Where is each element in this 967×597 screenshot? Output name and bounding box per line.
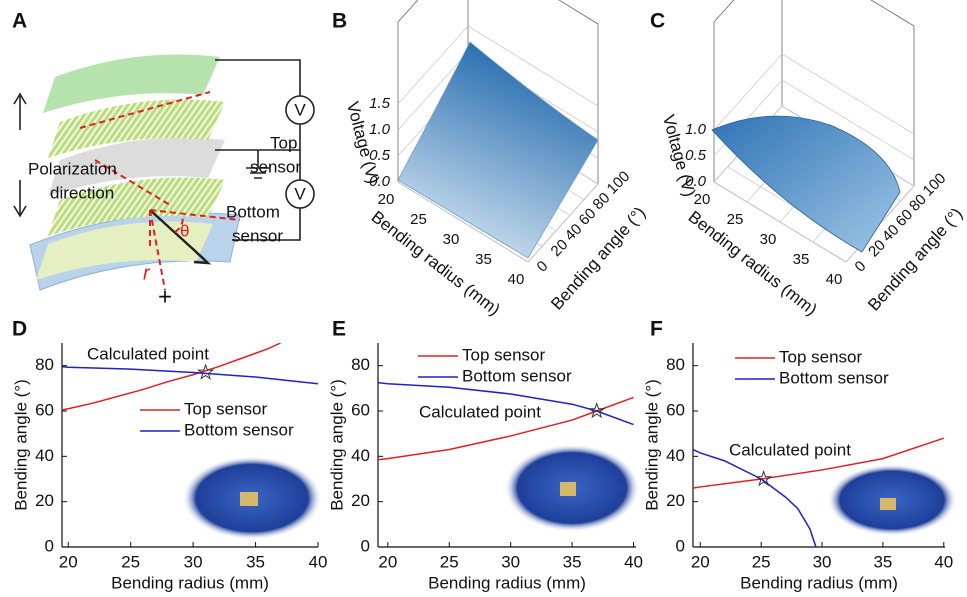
x-tick-label: 30 [184,552,203,571]
panel-label: E [332,318,346,341]
y-axis-label: Bending angle (°) [327,379,346,511]
box-edge [468,0,598,24]
surface-c [712,116,900,252]
y-tick-label: 20 [666,491,685,510]
y-tick-label: 40 [35,446,54,465]
y-tick-label: 0 [852,258,870,276]
y-tick-label: 0 [534,258,552,276]
x-tick-label: 40 [309,552,328,571]
x-tick-label: 25 [121,552,140,571]
legend-label: Bottom sensor [779,368,889,387]
panel-label: D [12,318,27,341]
x-tick-label: 20 [691,552,710,571]
y-tick-label: 20 [35,491,54,510]
legend-label: Bottom sensor [184,420,294,439]
box-edge [714,0,782,22]
sensor-label: sensor [250,157,301,176]
polarization-label: direction [50,183,114,202]
x-tick-label: 20 [59,552,78,571]
y-tick-label: 0 [361,536,370,555]
x-tick-label: 25 [410,211,427,228]
x-axis-label: Bending radius (mm) [111,573,269,592]
x-tick-label: 30 [443,231,460,248]
x-tick-label: 25 [752,552,771,571]
y-tick-label: 100 [920,170,950,200]
y-axis-label: Bending angle (°) [11,379,30,511]
x-tick-label: 40 [624,552,643,571]
x-tick-label: 30 [760,231,777,248]
series-line [693,450,816,547]
y-tick-label: 40 [351,446,370,465]
y-tick-label: 80 [666,355,685,374]
x-axis-label: Bending radius (mm) [740,573,898,592]
y-tick-label: 0 [676,536,685,555]
calculated-point [198,365,212,379]
figure: A B C D E F V V Top sensor Polarization … [0,0,967,597]
legend-label: Top sensor [184,399,267,418]
x-tick-label: 40 [934,552,953,571]
panel-label: A [12,10,27,33]
y-tick-label: 60 [35,400,54,419]
x-tick-label: 40 [508,271,525,288]
annotation: Calculated point [87,344,209,363]
polarization-label: Polarization [28,159,117,178]
z-tick-label: 1.0 [369,121,391,138]
meter-label: V [294,100,306,119]
x-tick-label: 35 [563,552,582,571]
radius-label: r [143,262,151,284]
panel-label: B [332,10,347,33]
legend-label: Top sensor [779,347,862,366]
annotation: Calculated point [729,440,851,459]
photo-device [880,498,896,510]
y-axis-label: Bending angle (°) [642,379,661,511]
meter-label: V [294,184,306,203]
x-tick-label: 40 [826,271,843,288]
y-tick-label: 60 [351,400,370,419]
x-tick-label: 35 [475,251,492,268]
x-tick-label: 35 [873,552,892,571]
annotation: Calculated point [419,402,541,421]
y-tick-label: 40 [666,446,685,465]
box-edge [782,0,914,26]
photo-device [560,482,576,496]
z-tick-label: 1.5 [369,95,391,112]
panel-label: F [650,318,663,341]
box-edge [398,0,468,22]
z-axis-label: Voltage (V) [343,100,383,186]
y-axis-label: Bending angle (°) [547,203,649,313]
x-tick-label: 35 [246,552,265,571]
x-axis-label: Bending radius (mm) [428,573,586,592]
y-tick-label: 80 [35,355,54,374]
sensor-label: Top [270,133,297,152]
x-tick-label: 30 [813,552,832,571]
z-tick-label: 1.0 [685,121,707,138]
x-tick-label: 35 [793,251,810,268]
panel-label: C [650,10,665,33]
x-tick-label: 20 [378,552,397,571]
y-tick-label: 20 [351,491,370,510]
theta-label: θ [180,221,189,240]
y-tick-label: 80 [351,355,370,374]
x-tick-label: 25 [727,211,744,228]
sensor-label: Bottom [226,202,280,221]
plus-label: + [158,283,172,310]
x-tick-label: 30 [501,552,520,571]
x-tick-label: 20 [378,191,395,208]
x-tick-label: 25 [440,552,459,571]
legend-label: Bottom sensor [462,366,572,385]
y-tick-label: 100 [604,168,634,198]
y-tick-label: 60 [666,400,685,419]
legend-label: Top sensor [462,345,545,364]
y-tick-label: 0 [45,536,54,555]
sensor-label: sensor [232,226,283,245]
photo-device [240,492,258,506]
